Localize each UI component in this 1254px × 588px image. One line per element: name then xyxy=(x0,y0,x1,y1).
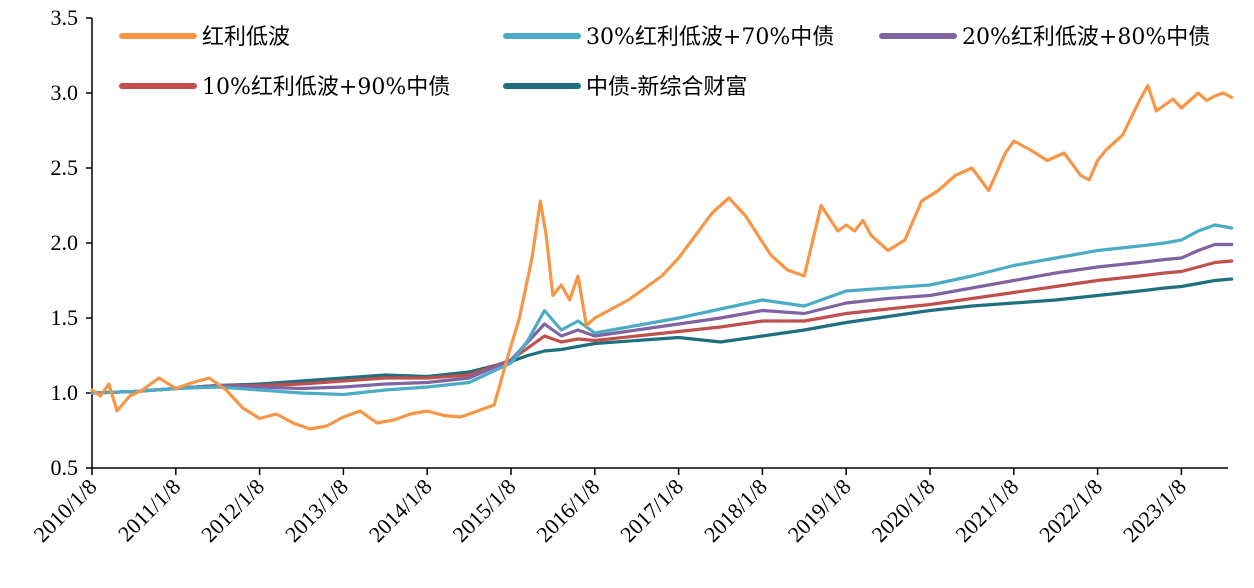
legend-item: 红利低波 xyxy=(119,25,290,50)
legend-item: 20%红利低波+80%中债 xyxy=(879,25,1210,50)
x-tick-label: 2013/1/8 xyxy=(280,474,353,547)
x-tick-label: 2023/1/8 xyxy=(1118,474,1191,547)
y-tick-label: 1.5 xyxy=(51,305,79,330)
y-tick-group: 0.5 1.0 1.5 2.0 2.5 3.0 3.5 xyxy=(51,5,92,480)
series-line-4 xyxy=(90,277,1234,395)
x-tick-label: 2018/1/8 xyxy=(699,474,772,547)
y-tick-label: 0.5 xyxy=(51,455,79,480)
x-tick-label: 2020/1/8 xyxy=(867,474,940,547)
legend: 红利低波 30%红利低波+70%中债 20%红利低波+80%中债 10%红利低波+90… xyxy=(119,25,1210,100)
series-line-0 xyxy=(90,83,1234,431)
x-tick-group: 2010/1/8 2011/1/8 2012/1/8 2013/1/8 2014/1/8… xyxy=(29,468,1191,547)
x-tick-label: 2014/1/8 xyxy=(364,474,437,547)
series-line-3 xyxy=(90,259,1234,395)
x-tick-label: 2022/1/8 xyxy=(1034,474,1107,547)
y-tick-label: 2.5 xyxy=(51,155,79,180)
x-tick-label: 2019/1/8 xyxy=(783,474,856,547)
x-tick-label: 2016/1/8 xyxy=(531,474,604,547)
legend-label: 20%红利低波+80%中债 xyxy=(962,25,1210,50)
x-tick-label: 2011/1/8 xyxy=(113,474,185,546)
y-tick-label: 3.0 xyxy=(51,80,79,105)
legend-label: 中债-新综合财富 xyxy=(586,75,747,100)
legend-label: 10%红利低波+90%中债 xyxy=(202,75,450,100)
x-tick-label: 2021/1/8 xyxy=(950,474,1023,547)
legend-label: 30%红利低波+70%中债 xyxy=(586,25,834,50)
x-tick-label: 2012/1/8 xyxy=(196,474,269,547)
series-group xyxy=(90,83,1234,431)
y-tick-label: 1.0 xyxy=(51,380,79,405)
y-tick-label: 3.5 xyxy=(51,5,79,30)
x-tick-label: 2010/1/8 xyxy=(29,474,102,547)
series-line-2 xyxy=(90,242,1234,395)
y-tick-label: 2.0 xyxy=(51,230,79,255)
legend-item: 30%红利低波+70%中债 xyxy=(503,25,834,50)
legend-item: 10%红利低波+90%中债 xyxy=(119,75,450,100)
legend-label: 红利低波 xyxy=(202,25,290,50)
x-tick-label: 2015/1/8 xyxy=(448,474,521,547)
series-line-1 xyxy=(90,223,1234,397)
x-tick-label: 2017/1/8 xyxy=(615,474,688,547)
legend-item: 中债-新综合财富 xyxy=(503,75,747,100)
